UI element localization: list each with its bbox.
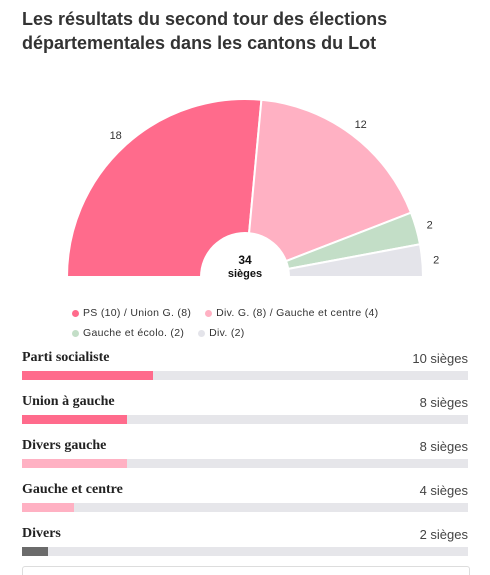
seat-count: 10 sièges: [412, 351, 468, 366]
progress-track: [22, 547, 468, 556]
party-name: Divers gauche: [22, 438, 107, 453]
total-seats-value: 34: [238, 253, 252, 267]
list-item-divers: Divers 2 sièges: [22, 526, 468, 570]
legend-dot-icon: [72, 329, 79, 337]
progress-fill: [22, 415, 127, 424]
hemicycle-chart: 18 12 2 2 34 sièges: [65, 98, 440, 300]
party-name: Gauche et centre: [22, 482, 123, 497]
next-panel-edge: [22, 566, 470, 575]
total-seats-unit: sièges: [228, 268, 262, 280]
legend-label: Div. G. (8) / Gauche et centre (4): [216, 307, 379, 319]
legend-item-div: Div. (2): [198, 327, 244, 339]
list-item-gauche-et-centre: Gauche et centre 4 sièges: [22, 482, 468, 526]
progress-track: [22, 371, 468, 380]
segment-value-label-2: 2: [427, 220, 433, 232]
progress-fill: [22, 503, 75, 512]
party-name: Union à gauche: [22, 394, 115, 409]
hemicycle-segment-1: [243, 98, 413, 279]
chart-center-hole: [200, 232, 290, 300]
seat-breakdown-list: Parti socialiste 10 sièges Union à gauch…: [22, 350, 468, 570]
seat-count: 2 sièges: [419, 527, 468, 542]
seat-count: 8 sièges: [419, 439, 468, 454]
party-name: Divers: [22, 526, 61, 541]
progress-track: [22, 415, 468, 424]
progress-fill: [22, 547, 49, 556]
hemicycle-segment-3: [244, 243, 425, 278]
segment-value-label-1: 12: [355, 119, 367, 131]
seat-count: 4 sièges: [419, 483, 468, 498]
legend-item-ps-union: PS (10) / Union G. (8): [72, 307, 191, 319]
segment-value-label-3: 2: [433, 254, 439, 266]
chart-legend: PS (10) / Union G. (8) Div. G. (8) / Gau…: [72, 303, 472, 343]
legend-item-gauche-ecolo: Gauche et écolo. (2): [72, 327, 184, 339]
page-title: Les résultats du second tour des électio…: [22, 9, 388, 53]
list-item-parti-socialiste: Parti socialiste 10 sièges: [22, 350, 468, 394]
segment-value-label-0: 18: [110, 130, 122, 142]
legend-dot-icon: [198, 329, 206, 337]
progress-fill: [22, 371, 154, 380]
list-item-union-a-gauche: Union à gauche 8 sièges: [22, 394, 468, 438]
legend-dot-icon: [72, 309, 79, 317]
party-name: Parti socialiste: [22, 350, 110, 365]
legend-label: Div. (2): [209, 327, 245, 339]
legend-dot-icon: [205, 309, 213, 317]
progress-track: [22, 503, 468, 512]
progress-track: [22, 459, 468, 468]
list-item-divers-gauche: Divers gauche 8 sièges: [22, 438, 468, 482]
seat-count: 8 sièges: [419, 395, 468, 410]
hemicycle-segment-0: [65, 98, 263, 278]
progress-fill: [22, 459, 127, 468]
legend-item-divg-gc: Div. G. (8) / Gauche et centre (4): [205, 307, 378, 319]
legend-label: PS (10) / Union G. (8): [83, 307, 192, 319]
legend-label: Gauche et écolo. (2): [83, 327, 185, 339]
